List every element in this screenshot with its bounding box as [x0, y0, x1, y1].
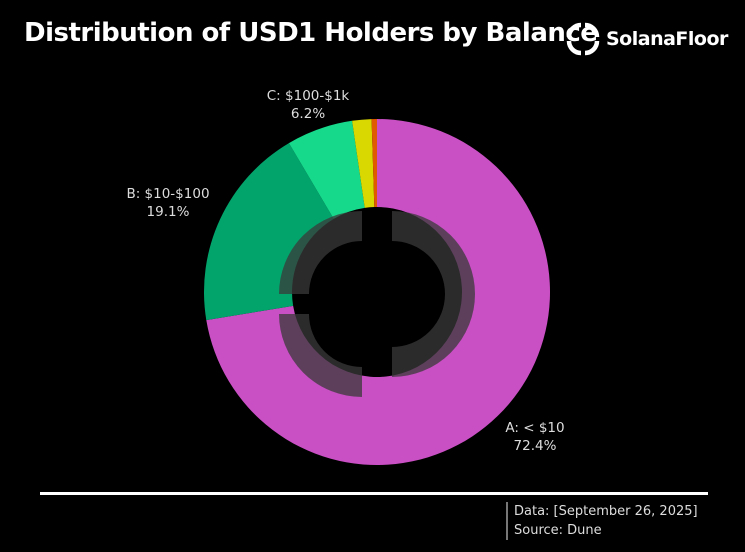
chart-title: Distribution of USD1 Holders by Balance — [24, 18, 598, 48]
donut-slice — [206, 119, 550, 465]
solanafloor-logo-icon — [566, 22, 600, 56]
data-source: Source: Dune — [514, 523, 602, 538]
slice-percent-label: 72.4% — [514, 438, 557, 454]
slice-percent-label: 19.1% — [147, 204, 190, 220]
donut-slice — [204, 143, 334, 321]
donut-slice — [371, 119, 377, 208]
slice-category-label: B: $10-$100 — [126, 186, 209, 202]
brand-name: SolanaFloor — [606, 28, 728, 50]
watermark-logo-icon — [279, 211, 475, 397]
donut-slice — [352, 119, 375, 208]
donut-slice — [288, 120, 365, 219]
data-date: Data: [September 26, 2025] — [514, 504, 698, 519]
slice-percent-label: 6.2% — [291, 106, 325, 122]
slice-category-label: C: $100-$1k — [267, 88, 350, 104]
slice-category-label: A: < $10 — [505, 420, 564, 436]
brand-logo: SolanaFloor — [566, 22, 728, 56]
footer-source: Data: [September 26, 2025] Source: Dune — [506, 502, 698, 540]
footer-divider — [40, 492, 708, 495]
